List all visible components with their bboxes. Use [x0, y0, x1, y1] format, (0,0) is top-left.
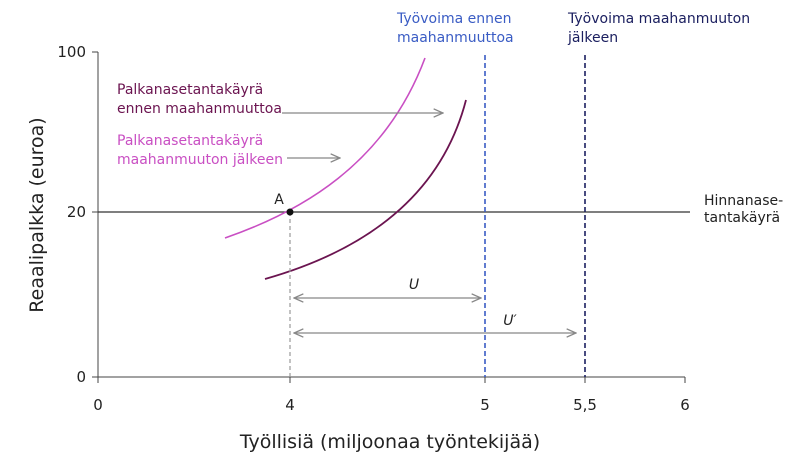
- x-tick-label: 4: [285, 396, 295, 414]
- y-tick-label: 20: [67, 203, 86, 221]
- point-label: A: [274, 192, 284, 208]
- y-tick-label: 100: [57, 43, 86, 61]
- point-a: [286, 208, 294, 216]
- y-axis-label: Reaalipalkka (euroa): [26, 117, 48, 312]
- labor-after-label: Työvoima maahanmuuton jälkeen: [567, 11, 750, 46]
- x-tick-label: 5: [480, 396, 490, 414]
- wage-before-label: Palkanasetantakäyrä ennen maahanmuuttoa: [117, 82, 282, 117]
- wage-curve-before: [264, 99, 467, 280]
- x-tick-label: 0: [93, 396, 103, 414]
- ticks: [92, 51, 686, 383]
- x-tick-label: 6: [680, 396, 690, 414]
- price-curve-label: Hinnanase-tantakäyrä: [704, 193, 783, 226]
- labor-before-label: Työvoima ennen maahanmuuttoa: [396, 11, 514, 46]
- x-tick-label: 5,5: [573, 396, 597, 414]
- wage-after-label: Palkanasetantakäyrä maahanmuuton jälkeen: [117, 133, 283, 168]
- wage-curve-after: [224, 57, 426, 239]
- x-axis-label: Työllisiä (miljoonaa työntekijää): [239, 431, 540, 453]
- y-tick-label: 0: [76, 368, 86, 386]
- unemployment-after-label: U′: [503, 313, 517, 329]
- unemployment-before-label: U: [409, 277, 419, 293]
